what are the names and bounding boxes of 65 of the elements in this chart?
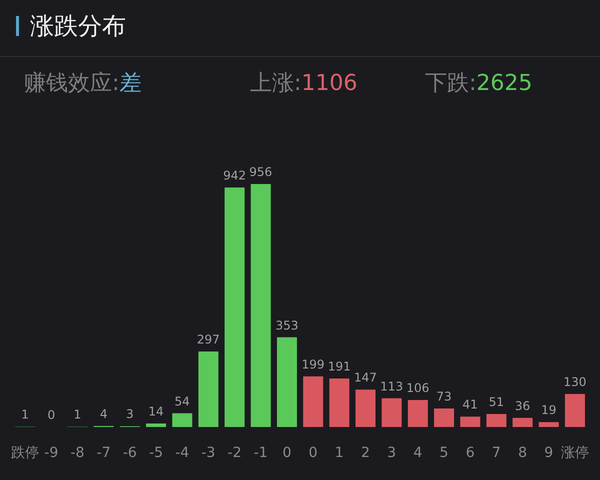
x-tick-label: 涨停 [560, 444, 589, 461]
x-tick-label: 6 [466, 444, 475, 461]
data-label: 106 [406, 381, 430, 396]
bar [356, 390, 376, 427]
x-tick-label: -3 [201, 444, 216, 461]
x-tick-label: 9 [544, 444, 554, 461]
x-tick-label: 1 [334, 444, 344, 461]
bar [434, 408, 454, 427]
bar [303, 376, 324, 427]
data-label: 297 [196, 332, 220, 347]
x-tick-label: 跌停 [11, 444, 40, 461]
chart-title: 涨跌分布 [30, 11, 126, 42]
data-label: 113 [380, 379, 404, 394]
data-label: 51 [488, 395, 504, 410]
data-label: 147 [354, 370, 377, 385]
data-label: 1 [21, 408, 29, 422]
bar [538, 422, 559, 427]
x-tick-label: 0 [282, 444, 292, 461]
bar [408, 400, 428, 427]
data-label: 0 [47, 408, 56, 422]
data-label: 3 [126, 407, 134, 422]
data-label: 36 [514, 398, 530, 413]
data-label: 191 [328, 359, 351, 374]
x-tick-label: 4 [413, 444, 422, 461]
x-tick-label: 8 [518, 444, 528, 461]
x-tick-label: 2 [360, 444, 370, 461]
bar [224, 188, 245, 427]
data-label: 942 [223, 168, 246, 183]
bar [329, 378, 350, 427]
text: 赚钱效应:差 [24, 70, 142, 98]
data-label: 14 [148, 404, 164, 418]
bar [198, 352, 218, 427]
x-tick-label: 5 [440, 444, 448, 461]
data-label: 73 [436, 389, 452, 404]
data-label: 353 [275, 318, 298, 332]
x-tick-label: -2 [228, 444, 242, 461]
bar [172, 413, 192, 427]
data-label: 130 [563, 374, 586, 389]
bar [564, 394, 585, 427]
data-label: 956 [249, 165, 272, 179]
x-tick-label: -4 [175, 444, 190, 461]
data-label: 54 [174, 394, 190, 408]
x-tick-label: -9 [44, 444, 58, 461]
x-tick-label: 7 [492, 444, 501, 461]
x-tick-label: -6 [122, 444, 137, 461]
x-tick-label: -8 [70, 444, 84, 461]
x-tick-label: -1 [254, 444, 268, 461]
data-label: 1 [74, 408, 82, 422]
text: 下跌:2625 [425, 70, 532, 98]
bar [486, 414, 506, 427]
bar [146, 423, 166, 427]
bar [276, 337, 297, 427]
x-tick-label: 3 [387, 444, 396, 461]
bar [250, 184, 271, 427]
bar [460, 416, 480, 427]
x-tick-label: -7 [96, 444, 111, 461]
x-tick-label: -5 [149, 444, 163, 461]
data-label: 199 [302, 357, 325, 372]
bar [382, 398, 402, 427]
bar [512, 418, 533, 427]
text: 上涨:1106 [250, 70, 358, 98]
data-label: 19 [541, 403, 556, 418]
data-label: 41 [462, 398, 478, 412]
data-label: 4 [100, 406, 108, 421]
x-tick-label: 0 [308, 444, 318, 461]
